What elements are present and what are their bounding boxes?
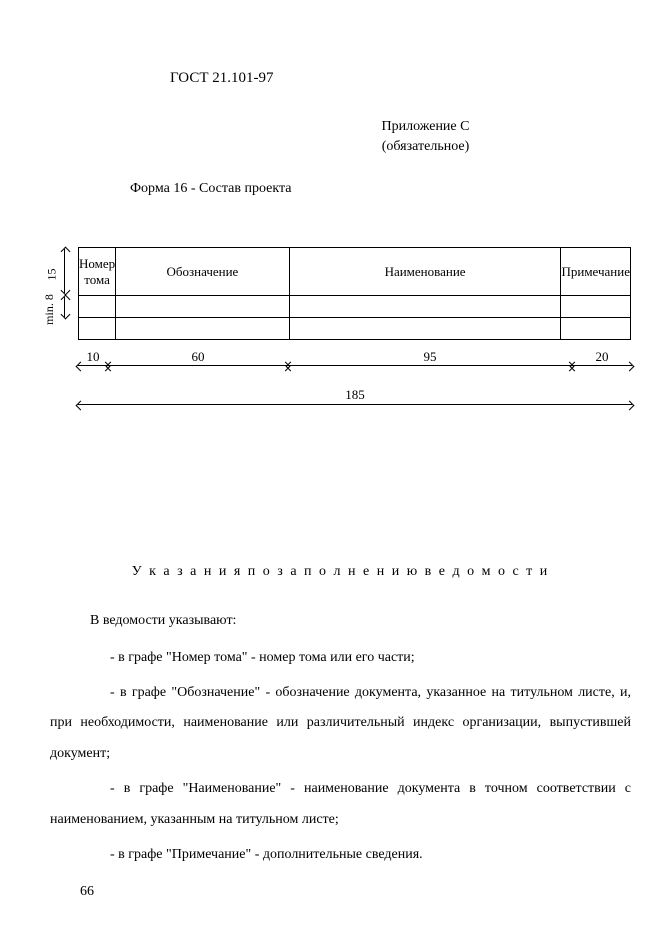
instruction-item: - в графе "Примечание" - дополнительные … (50, 840, 631, 871)
dim-col3-line (288, 365, 572, 366)
table-cell (289, 296, 561, 318)
table-diagram: 15 min. 8 Номер тома Обозначение Наимено… (40, 247, 631, 437)
dim-total-line (78, 404, 632, 405)
appendix-line2: (обязательное) (220, 137, 631, 157)
appendix-line1: Приложение С (220, 117, 631, 137)
dim-header-height-label: 15 (45, 269, 60, 281)
col-header-designation: Обозначение (116, 248, 290, 296)
dim-col1-line (78, 365, 108, 366)
dim-col2-line (108, 365, 288, 366)
table-cell (561, 296, 631, 318)
instructions-lead: В ведомости указывают: (50, 606, 631, 637)
col-header-number: Номер тома (79, 248, 116, 296)
dim-col4-label: 20 (572, 349, 632, 365)
page-number: 66 (80, 884, 631, 900)
dim-col2-label: 60 (108, 349, 288, 365)
table-cell (116, 318, 290, 340)
dim-col1-label: 10 (78, 349, 108, 365)
dim-header-height-line (64, 249, 65, 293)
table-cell (289, 318, 561, 340)
col-header-name: Наименование (289, 248, 561, 296)
dim-row-height-label: min. 8 (42, 294, 57, 325)
table-cell (561, 318, 631, 340)
instruction-item: - в графе "Наименование" - наименование … (50, 774, 631, 836)
instruction-item: - в графе "Обозначение" - обозначение до… (50, 678, 631, 770)
form-title: Форма 16 - Состав проекта (130, 181, 631, 197)
composition-table: Номер тома Обозначение Наименование Прим… (78, 247, 631, 340)
table-cell (116, 296, 290, 318)
dim-col3-label: 95 (288, 349, 572, 365)
instructions-block: У к а з а н и я п о з а п о л н е н и ю … (50, 557, 631, 870)
dim-total-label: 185 (78, 387, 632, 403)
appendix-block: Приложение С (обязательное) (220, 117, 631, 156)
table-cell (79, 318, 116, 340)
col-header-note: Примечание (561, 248, 631, 296)
gost-code: ГОСТ 21.101-97 (170, 70, 631, 87)
table-cell (79, 296, 116, 318)
instructions-title: У к а з а н и я п о з а п о л н е н и ю … (50, 557, 631, 588)
dim-col4-line (572, 365, 632, 366)
instruction-item: - в графе "Номер тома" - номер тома или … (50, 643, 631, 674)
dim-row-height-line (64, 297, 65, 317)
